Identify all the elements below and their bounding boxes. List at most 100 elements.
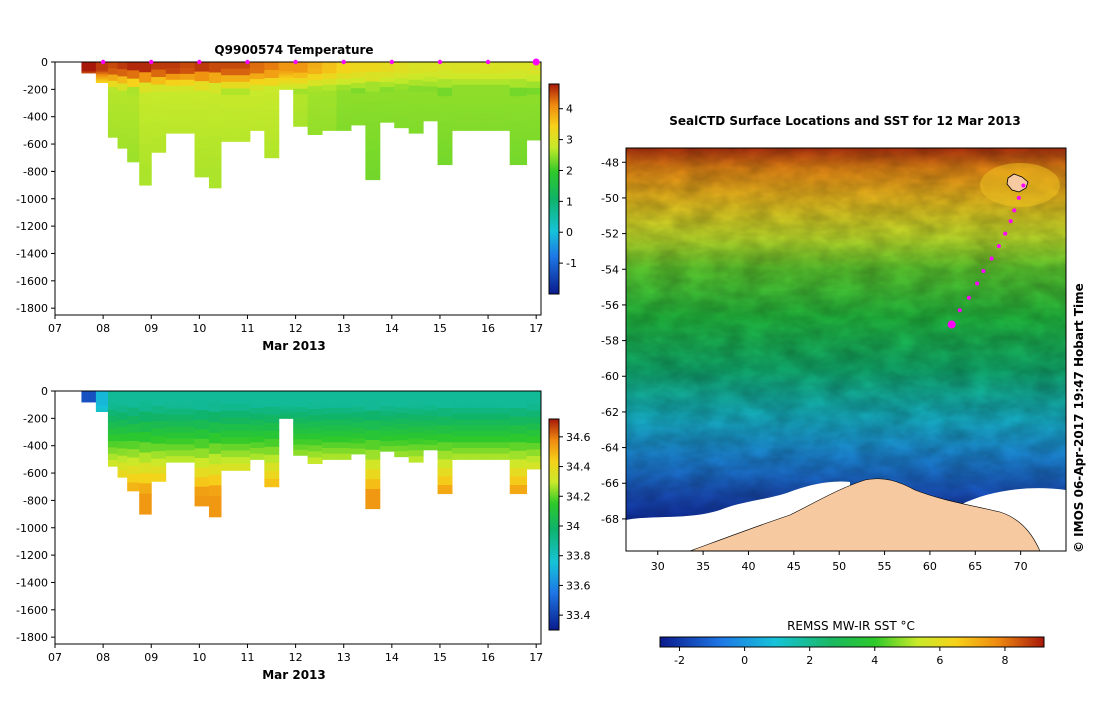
salinity-x-tick-label: 17 <box>529 651 543 664</box>
temperature-x-tick-label: 17 <box>529 322 543 335</box>
temperature-y-tick-label: -1000 <box>16 193 48 206</box>
temperature-cell <box>235 81 251 89</box>
temperature-cell <box>81 67 97 69</box>
temperature-cell <box>194 109 210 120</box>
salinity-cell <box>509 476 528 486</box>
temperature-cell <box>139 62 152 73</box>
salinity-cell <box>95 399 109 402</box>
salinity-cell <box>235 397 251 405</box>
salinity-cell <box>322 447 337 455</box>
temperature-cell <box>408 127 424 134</box>
salinity-cell <box>264 454 280 464</box>
salinity-cell <box>194 429 210 440</box>
salinity-cell <box>180 456 196 463</box>
temperature-cell <box>81 68 97 70</box>
temperature-cell <box>95 68 109 72</box>
salinity-cell <box>451 447 467 455</box>
salinity-cell <box>151 413 167 422</box>
temperature-cell <box>451 90 467 97</box>
salinity-cell <box>127 424 140 434</box>
salinity-cell <box>307 451 323 458</box>
salinity-section-plot: 0 -200 -400 -600 -800 -1000 -1200 -1400 -1600 -18… <box>16 385 590 682</box>
salinity-cell <box>408 444 424 451</box>
temperature-cell <box>117 76 128 85</box>
temperature-cell <box>509 113 528 123</box>
salinity-cell <box>394 396 410 403</box>
temperature-cell <box>526 126 541 134</box>
temperature-cell <box>350 62 366 68</box>
salinity-cell <box>350 427 366 434</box>
salinity-cell <box>350 406 366 413</box>
salinity-cell <box>249 402 265 409</box>
temperature-cell <box>139 123 152 135</box>
salinity-cell <box>480 425 496 432</box>
temperature-cell <box>480 96 496 103</box>
temperature-cell <box>394 67 410 74</box>
salinity-profiles <box>81 391 541 518</box>
salinity-cell <box>336 396 352 403</box>
temperature-cell <box>307 98 323 105</box>
salinity-cell <box>117 398 128 406</box>
salinity-cell <box>322 402 337 409</box>
temperature-x-label: Mar 2013 <box>262 339 326 353</box>
temperature-cell <box>495 118 511 126</box>
temperature-cell <box>379 77 395 83</box>
salinity-x-tick-label: 16 <box>481 651 495 664</box>
salinity-cell <box>127 449 140 459</box>
salinity-cell <box>480 391 496 398</box>
salinity-cell <box>81 400 97 402</box>
sst-map: SealCTD Surface Locations and SST for 12… <box>601 114 1086 667</box>
temperature-cell <box>95 63 109 66</box>
temperature-cell <box>466 73 482 80</box>
salinity-cell <box>180 414 196 422</box>
salinity-cell <box>139 421 152 433</box>
temperature-cell <box>336 67 352 74</box>
temperature-cell <box>139 103 152 114</box>
salinity-cell <box>408 432 424 439</box>
salinity-cell <box>408 396 424 404</box>
temperature-cell <box>466 90 482 97</box>
salinity-cell <box>495 408 511 415</box>
temperature-cell <box>194 129 210 140</box>
salinity-cell <box>249 425 265 432</box>
temperature-cell <box>365 150 381 161</box>
salinity-cell <box>350 417 366 423</box>
salinity-cell <box>379 401 395 407</box>
salinity-cell <box>127 399 140 409</box>
temperature-cell <box>139 164 152 176</box>
salinity-cell <box>107 453 119 461</box>
temperature-cell <box>365 81 381 92</box>
sst-colorbar-tick-label: 2 <box>806 654 813 667</box>
salinity-cell <box>95 397 109 401</box>
salinity-cell <box>437 391 453 401</box>
salinity-cell <box>208 411 222 423</box>
salinity-cell <box>278 404 294 408</box>
salinity-cell <box>264 430 280 440</box>
salinity-cell <box>151 436 167 445</box>
salinity-cell <box>151 466 167 475</box>
salinity-cell <box>264 414 280 424</box>
temperature-cell <box>235 121 251 129</box>
salinity-x-tick-label: 09 <box>144 651 158 664</box>
temperature-cell <box>336 62 352 69</box>
salinity-cell <box>208 506 222 518</box>
salinity-cell <box>127 474 140 484</box>
temperature-cell <box>365 130 381 141</box>
salinity-cell <box>495 413 511 420</box>
temperature-cell <box>180 79 196 87</box>
salinity-cell <box>394 451 410 458</box>
temperature-cell <box>451 84 467 91</box>
temperature-cell <box>509 138 528 148</box>
temperature-plot-frame <box>54 61 542 316</box>
salinity-cell <box>495 396 511 403</box>
salinity-y-tick-label: -1000 <box>16 522 48 535</box>
temperature-cell <box>394 89 410 96</box>
temperature-cell <box>336 73 352 80</box>
temperature-cell <box>107 74 119 82</box>
temperature-cell <box>495 84 511 91</box>
temperature-cell <box>350 93 366 100</box>
temperature-cell <box>95 67 109 70</box>
salinity-cell <box>107 459 119 467</box>
temperature-cell <box>480 124 496 131</box>
salinity-cell <box>307 439 323 446</box>
